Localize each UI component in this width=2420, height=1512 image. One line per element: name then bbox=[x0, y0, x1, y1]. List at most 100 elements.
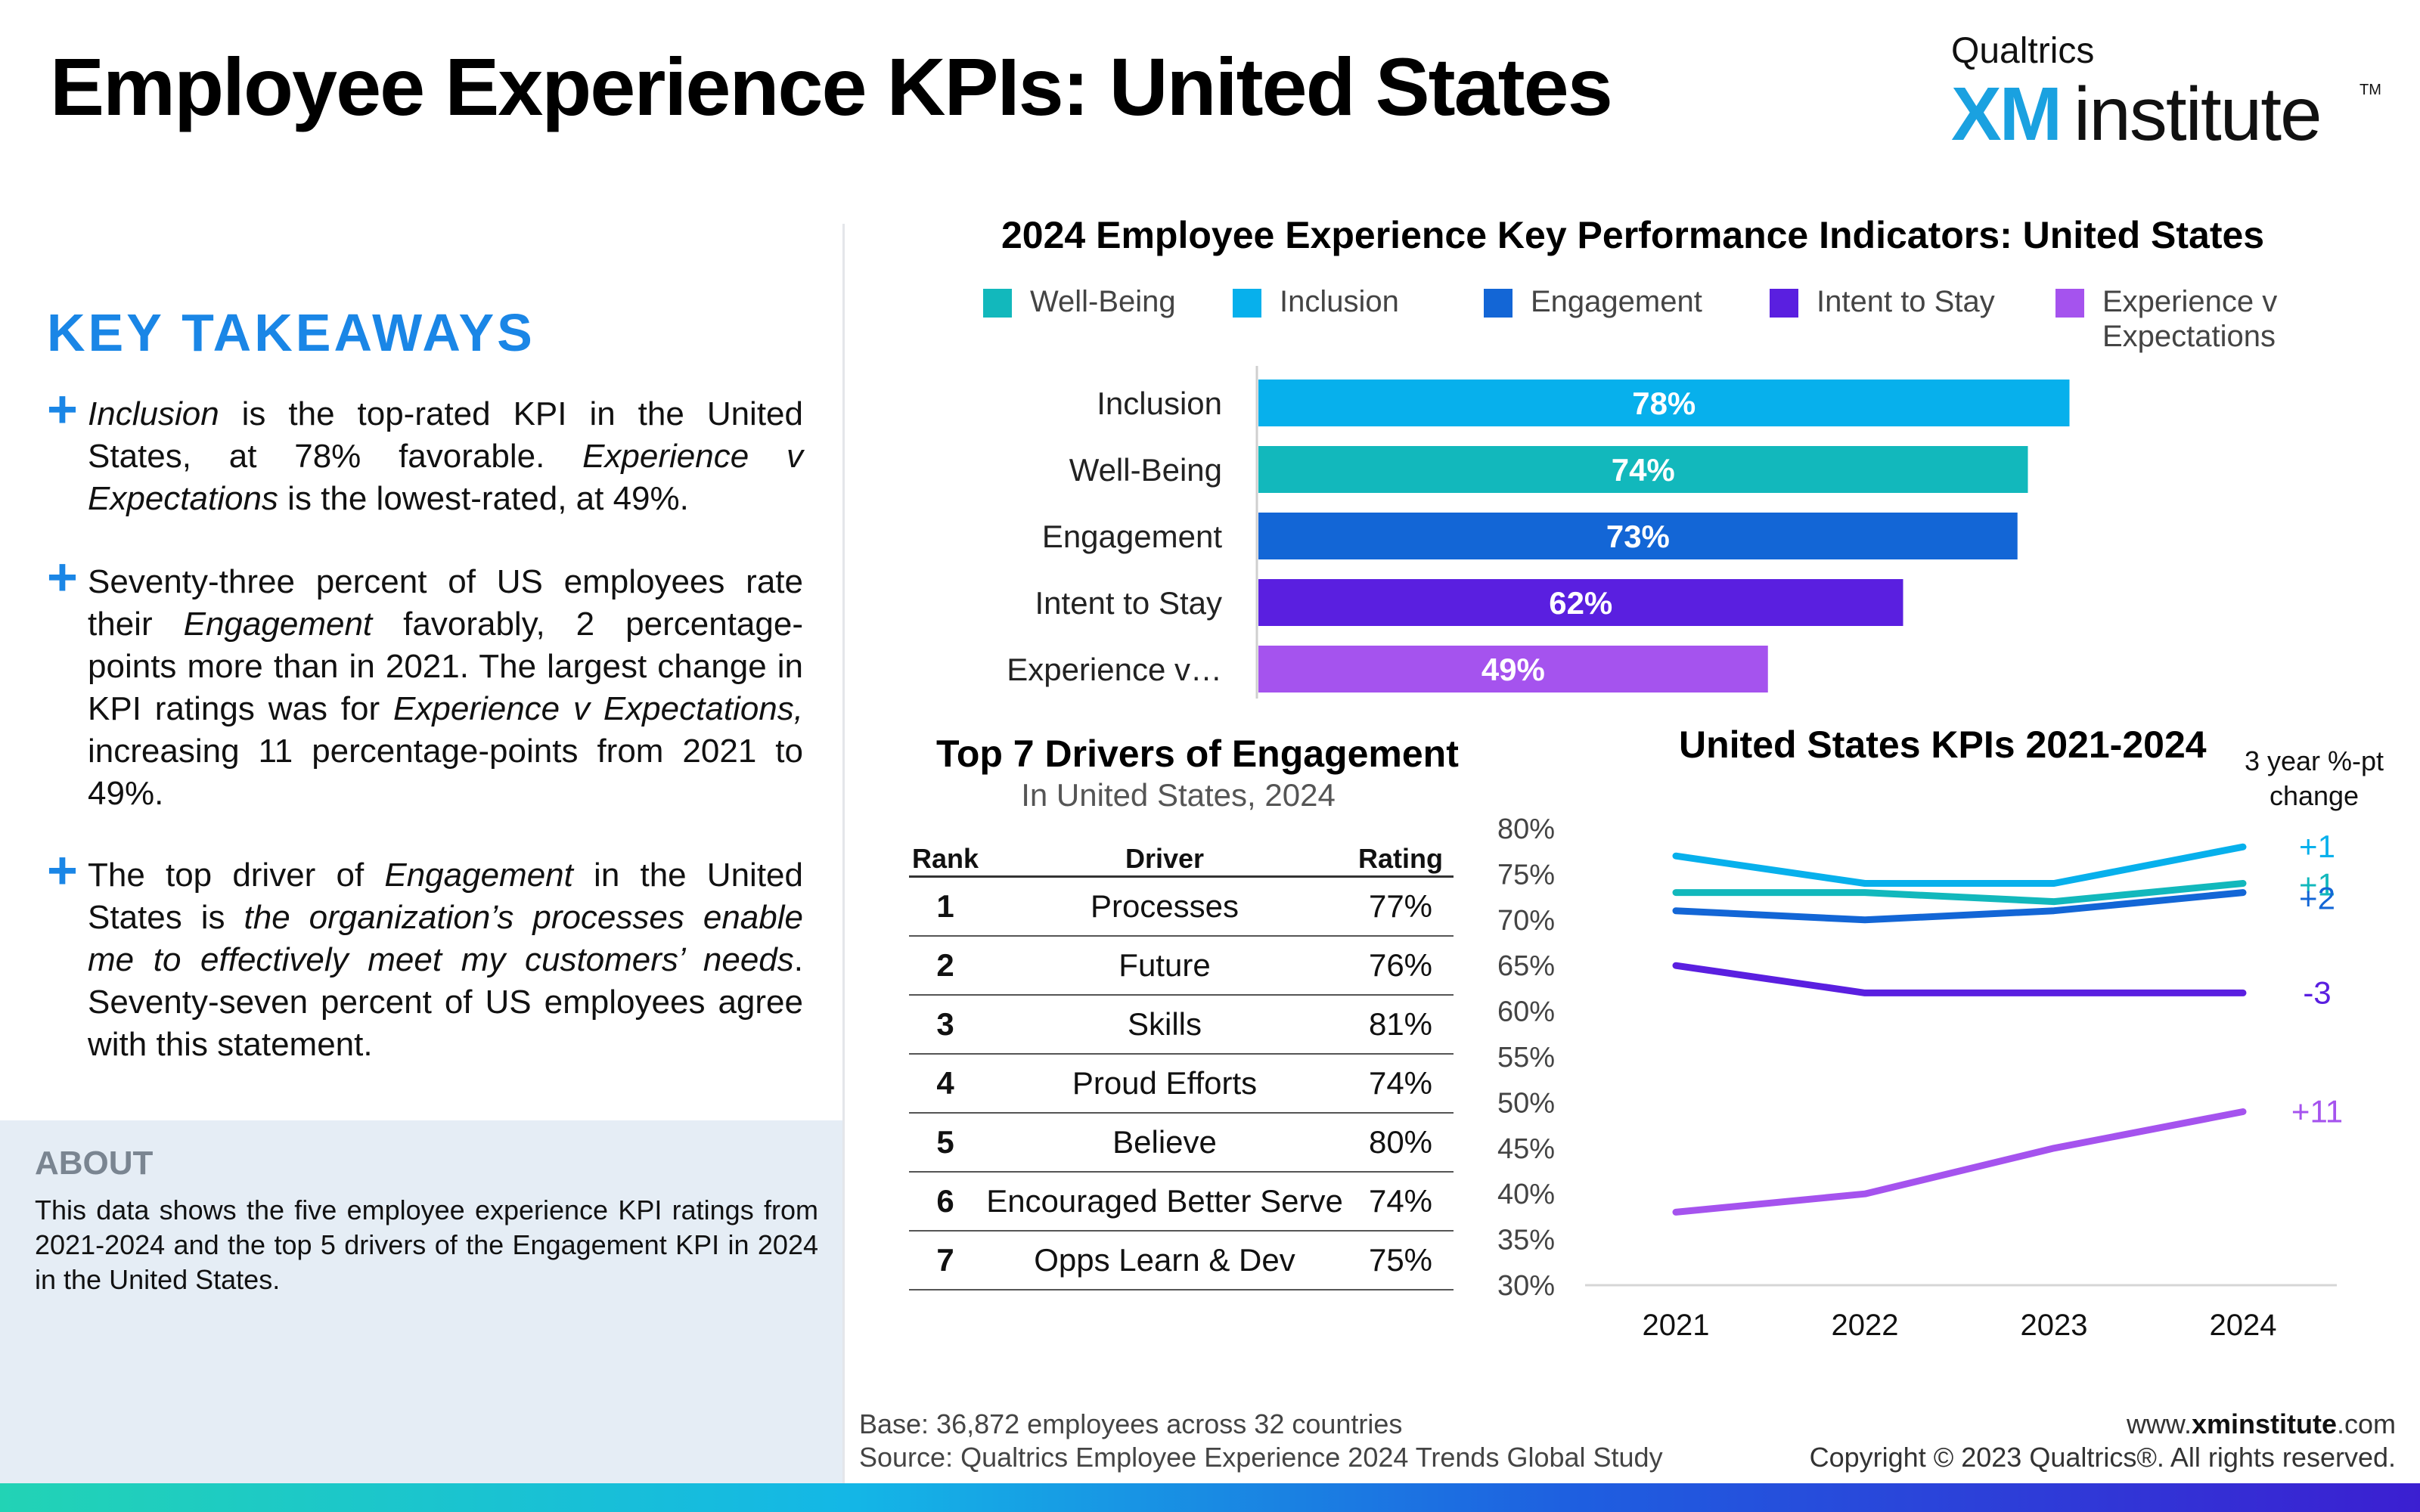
page-title: Employee Experience KPIs: United States bbox=[50, 41, 1613, 132]
takeaway-item: + Seventy-three percent of US employees … bbox=[47, 550, 803, 815]
table-header-row: Rank Driver Rating bbox=[909, 842, 1454, 878]
plus-icon: + bbox=[47, 547, 78, 606]
plus-icon: + bbox=[47, 841, 78, 900]
takeaway-text: Inclusion is the top-rated KPI in the Un… bbox=[88, 395, 803, 517]
source-note: Source: Qualtrics Employee Experience 20… bbox=[859, 1442, 1663, 1473]
x-tick-label: 2021 bbox=[1643, 1309, 1710, 1342]
legend-swatch bbox=[1770, 289, 1798, 318]
plus-icon: + bbox=[47, 380, 78, 438]
bar-category-label: Engagement bbox=[1042, 519, 1223, 554]
series-change-label: +1 bbox=[2299, 829, 2335, 864]
bar-chart: Inclusion 78% Well-Being 74% Engagement 73% In… bbox=[1007, 366, 2070, 699]
series-change-label: +1 bbox=[2299, 866, 2335, 902]
bar-value-label: 78% bbox=[1632, 386, 1696, 421]
y-tick-label: 30% bbox=[1497, 1270, 1555, 1302]
table-cell-rank: 2 bbox=[909, 936, 982, 996]
table-row: 1 Processes 77% bbox=[909, 876, 1454, 937]
website-suffix: .com bbox=[2336, 1408, 2396, 1439]
table-cell-rating: 81% bbox=[1348, 995, 1454, 1055]
line-chart: 30% 35% 40% 45% 50% 55% 60% 65% 70% 75% 80% 2021 202… bbox=[1497, 813, 2343, 1342]
legend-swatch bbox=[983, 289, 1012, 318]
series-line bbox=[1672, 962, 2247, 996]
drivers-table-subtitle: In United States, 2024 bbox=[1021, 777, 1336, 813]
table-cell-rank: 6 bbox=[909, 1172, 982, 1232]
legend-label: Well-Being bbox=[1030, 285, 1176, 318]
table-cell-rank: 5 bbox=[909, 1113, 982, 1173]
y-tick-label: 75% bbox=[1497, 859, 1555, 891]
takeaway-item: + The top driver of Engagement in the Un… bbox=[47, 844, 803, 1066]
table-cell-rank: 3 bbox=[909, 995, 982, 1055]
legend-label: Inclusion bbox=[1280, 285, 1399, 318]
table-cell-rating: 74% bbox=[1348, 1172, 1454, 1232]
bar-category-label: Well-Being bbox=[1069, 452, 1222, 488]
brand-trademark: TM bbox=[2360, 82, 2381, 98]
legend-label: Engagement bbox=[1531, 285, 1702, 318]
series-line bbox=[1672, 889, 2247, 924]
x-tick-label: 2022 bbox=[1832, 1309, 1899, 1342]
table-row: 6 Encouraged Better Serve 74% bbox=[909, 1172, 1454, 1232]
bar bbox=[1258, 579, 1903, 626]
legend-swatch bbox=[2055, 289, 2084, 318]
bar-category-label: Intent to Stay bbox=[1035, 585, 1223, 621]
legend-swatch bbox=[1233, 289, 1261, 318]
table-cell-driver: Skills bbox=[982, 995, 1348, 1055]
y-tick-label: 50% bbox=[1497, 1087, 1555, 1119]
y-tick-label: 65% bbox=[1497, 950, 1555, 982]
series-line bbox=[1672, 880, 2247, 906]
y-tick-label: 35% bbox=[1497, 1225, 1555, 1256]
table-cell-rating: 75% bbox=[1348, 1231, 1454, 1290]
column-header-rank: Rank bbox=[909, 842, 982, 878]
y-tick-label: 60% bbox=[1497, 996, 1555, 1028]
footer-right: www.xminstitute.com Copyright © 2023 Qua… bbox=[1810, 1408, 2396, 1474]
table-cell-rating: 76% bbox=[1348, 936, 1454, 996]
table-cell-driver: Proud Efforts bbox=[982, 1054, 1348, 1114]
y-tick-label: 40% bbox=[1497, 1179, 1555, 1210]
footnote: Base: 36,872 employees across 32 countri… bbox=[859, 1408, 1663, 1474]
table-row: 4 Proud Efforts 74% bbox=[909, 1054, 1454, 1114]
website-link[interactable]: www.xminstitute.com bbox=[1810, 1408, 2396, 1441]
table-row: 5 Believe 80% bbox=[909, 1113, 1454, 1173]
bottom-gradient-strip bbox=[0, 1483, 2420, 1512]
table-row: 3 Skills 81% bbox=[909, 995, 1454, 1055]
bar-value-label: 74% bbox=[1612, 452, 1675, 488]
x-tick-label: 2024 bbox=[2210, 1309, 2277, 1342]
series-change-label: -3 bbox=[2303, 974, 2331, 1010]
series-change-label: +11 bbox=[2291, 1093, 2343, 1129]
y-tick-label: 45% bbox=[1497, 1133, 1555, 1165]
series-line bbox=[1672, 1108, 2247, 1216]
table-cell-rating: 80% bbox=[1348, 1113, 1454, 1173]
series-line bbox=[1672, 843, 2247, 887]
drivers-table: Rank Driver Rating 1 Processes 77% 2 Future 7… bbox=[909, 842, 1454, 1290]
brand-institute-label: institute bbox=[2074, 72, 2322, 156]
takeaway-text: The top driver of Engagement in the Unit… bbox=[88, 857, 803, 1063]
bar bbox=[1258, 380, 2070, 426]
website-prefix: www. bbox=[2126, 1408, 2192, 1439]
brand-xm-label: XM bbox=[1951, 72, 2062, 156]
base-note: Base: 36,872 employees across 32 countri… bbox=[859, 1408, 1403, 1439]
x-tick-label: 2023 bbox=[2021, 1309, 2088, 1342]
series-change-label: +2 bbox=[2299, 881, 2335, 916]
bar bbox=[1258, 446, 2028, 493]
table-cell-driver: Encouraged Better Serve bbox=[982, 1172, 1348, 1232]
table-cell-rank: 1 bbox=[909, 876, 982, 937]
takeaway-item: + Inclusion is the top-rated KPI in the … bbox=[47, 383, 803, 520]
bar-value-label: 73% bbox=[1606, 519, 1670, 554]
column-header-driver: Driver bbox=[982, 842, 1348, 878]
table-cell-rating: 77% bbox=[1348, 876, 1454, 937]
y-tick-label: 70% bbox=[1497, 905, 1555, 937]
line-chart-title: United States KPIs 2021-2024 bbox=[1679, 723, 2207, 766]
legend-label: Experience v Expectations bbox=[2102, 285, 2278, 353]
drivers-table-title: Top 7 Drivers of Engagement bbox=[936, 733, 1459, 775]
bar bbox=[1258, 646, 1768, 692]
change-column-header: 3 year %-pt change bbox=[2244, 745, 2384, 811]
table-cell-driver: Future bbox=[982, 936, 1348, 996]
bar-chart-title: 2024 Employee Experience Key Performance… bbox=[1001, 214, 2265, 256]
bar-category-label: Experience v… bbox=[1007, 652, 1222, 687]
table-row: 7 Opps Learn & Dev 75% bbox=[909, 1231, 1454, 1290]
legend-swatch bbox=[1484, 289, 1512, 318]
bar-chart-legend: Well-Being Inclusion Engagement Intent t… bbox=[983, 284, 2299, 360]
website-name: xminstitute bbox=[2191, 1408, 2337, 1439]
table-cell-driver: Processes bbox=[982, 876, 1348, 937]
column-header-rating: Rating bbox=[1348, 842, 1454, 878]
table-cell-rank: 7 bbox=[909, 1231, 982, 1290]
